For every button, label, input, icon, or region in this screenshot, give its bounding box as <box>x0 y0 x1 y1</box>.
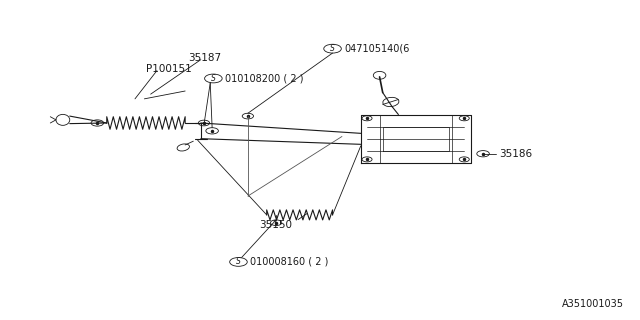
Text: A351001035: A351001035 <box>562 299 624 309</box>
Text: S: S <box>236 257 241 267</box>
Text: S: S <box>330 44 335 53</box>
Text: 047105140(6: 047105140(6 <box>344 44 410 54</box>
Text: 010108200 ( 2 ): 010108200 ( 2 ) <box>225 74 304 84</box>
Text: 010008160 ( 2 ): 010008160 ( 2 ) <box>250 257 329 267</box>
Text: P100151: P100151 <box>146 64 191 74</box>
Text: 35186: 35186 <box>499 149 532 159</box>
Text: 35150: 35150 <box>260 220 292 230</box>
Text: 35187: 35187 <box>188 53 221 63</box>
Text: S: S <box>211 74 216 83</box>
